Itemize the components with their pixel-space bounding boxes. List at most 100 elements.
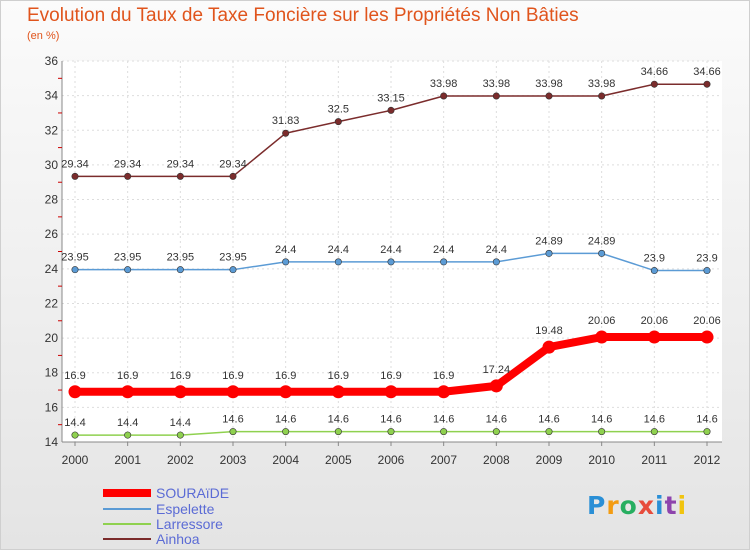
data-label: 24.4 [486,244,507,256]
data-point [545,92,553,100]
data-point [279,385,293,399]
data-label: 33.98 [535,78,563,90]
data-point [229,172,237,180]
data-point [595,330,609,344]
data-label: 14.6 [380,414,401,426]
data-point [229,428,237,436]
x-tick-label: 2004 [272,453,299,467]
y-tick-label: 34 [45,89,59,103]
x-tick-label: 2007 [430,453,457,467]
data-label: 20.06 [693,315,721,327]
data-point [331,385,345,399]
x-tick-label: 2010 [588,453,615,467]
data-point [440,428,448,436]
x-tick-label: 2006 [378,453,405,467]
x-tick-label: 2000 [62,453,89,467]
data-point [384,385,398,399]
data-label: 24.4 [380,244,401,256]
data-point [440,258,448,266]
legend-label: Espelette [156,501,215,517]
data-label: 20.06 [641,315,669,327]
data-label: 16.9 [117,370,138,382]
data-point [489,379,503,393]
data-label: 16.9 [222,370,243,382]
data-point [121,385,135,399]
chart-unit-label: (en %) [27,30,60,42]
data-point [598,428,606,436]
data-point [545,428,553,436]
data-point [440,92,448,100]
data-point [282,428,290,436]
data-point [229,266,237,274]
y-tick-label: 16 [45,400,59,414]
data-point [176,266,184,274]
data-label: 14.6 [328,414,349,426]
y-tick-label: 30 [45,158,59,172]
data-point [700,330,714,344]
data-point [542,340,556,354]
y-tick-label: 26 [45,227,59,241]
data-label: 14.6 [538,414,559,426]
data-label: 14.4 [117,417,138,429]
data-point [176,431,184,439]
data-label: 29.34 [167,158,195,170]
data-point [650,267,658,275]
data-point [545,249,553,257]
data-label: 14.6 [644,414,665,426]
data-point [492,428,500,436]
data-label: 23.95 [219,252,247,264]
series-espelette: 23.95 23.95 23.95 23.95 24.4 24.4 24.4 24.4 24.4… [61,235,718,275]
data-label: 14.4 [170,417,191,429]
data-point [71,266,79,274]
data-point [334,258,342,266]
x-tick-label: 2009 [536,453,563,467]
data-label: 34.66 [693,66,721,78]
data-label: 23.95 [114,252,142,264]
data-point [124,172,132,180]
x-tick-label: 2012 [694,453,721,467]
y-tick-label: 18 [45,366,59,380]
data-point [334,428,342,436]
data-point [334,118,342,126]
data-label: 24.4 [433,244,454,256]
data-label: 16.9 [433,370,454,382]
y-tick-label: 20 [45,331,59,345]
y-tick-label: 22 [45,296,59,310]
data-label: 33.15 [377,92,405,104]
data-point [124,431,132,439]
data-label: 33.98 [430,78,458,90]
data-label: 24.4 [275,244,296,256]
data-point [703,80,711,88]
data-point [492,92,500,100]
data-label: 19.48 [535,325,563,337]
data-label: 16.9 [328,370,349,382]
data-label: 14.6 [696,414,717,426]
data-label: 14.6 [275,414,296,426]
data-label: 29.34 [219,158,247,170]
series-ainhoa: 29.34 29.34 29.34 29.34 31.83 32.5 33.15 33.98 3… [61,66,721,180]
data-point [226,385,240,399]
data-label: 14.4 [64,417,85,429]
chart-title: Evolution du Taux de Taxe Foncière sur l… [27,5,579,26]
data-label: 29.34 [114,158,142,170]
data-point [124,266,132,274]
y-tick-label: 32 [45,123,59,137]
data-label: 14.6 [222,414,243,426]
data-point [176,172,184,180]
y-tick-label: 14 [45,435,59,449]
data-label: 34.66 [641,66,669,78]
x-tick-label: 2001 [114,453,141,467]
data-label: 33.98 [588,78,616,90]
data-point [647,330,661,344]
data-label: 31.83 [272,115,300,127]
data-point [598,249,606,257]
data-label: 16.9 [64,370,85,382]
plot-area [62,61,722,442]
data-point [282,129,290,137]
data-point [650,80,658,88]
data-label: 24.89 [588,235,616,247]
data-label: 29.34 [61,158,89,170]
data-point [598,92,606,100]
